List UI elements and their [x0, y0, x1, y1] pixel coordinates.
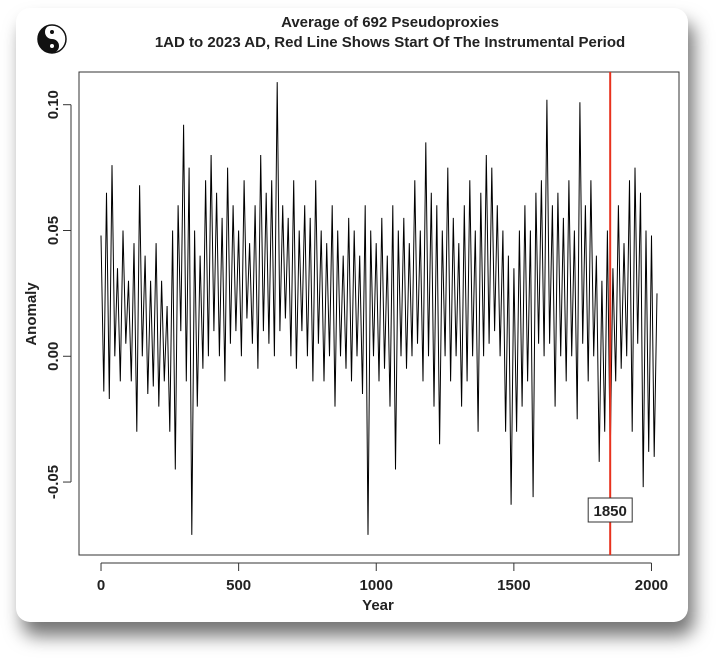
- y-tick-label: 0.05: [45, 216, 62, 245]
- x-tick-label: 2000: [635, 577, 668, 594]
- x-tick-label: 1000: [360, 577, 393, 594]
- x-tick-label: 500: [226, 577, 251, 594]
- y-tick-label: 0.00: [45, 342, 62, 371]
- y-axis-label: Anomaly: [23, 282, 40, 346]
- vline-label-box: [587, 497, 633, 523]
- chart-title: Average of 692 Pseudoproxies: [281, 14, 499, 31]
- anomaly-series-line: [100, 82, 658, 535]
- y-axis: -0.05 0.00 0.05 0.10: [45, 90, 72, 499]
- plot-frame: [78, 71, 680, 556]
- x-tick-label: 1500: [497, 577, 530, 594]
- x-axis-label: Year: [362, 597, 394, 614]
- y-tick-label: 0.10: [45, 90, 62, 119]
- x-tick-label: 0: [97, 577, 105, 594]
- yin-yang-logo: [37, 24, 67, 54]
- vline-label: 1850: [594, 503, 627, 520]
- y-tick-label: -0.05: [45, 465, 62, 499]
- chart-subtitle: 1AD to 2023 AD, Red Line Shows Start Of …: [155, 34, 625, 51]
- x-axis: 0 500 1000 1500 2000: [97, 562, 668, 594]
- series-group: [100, 82, 658, 535]
